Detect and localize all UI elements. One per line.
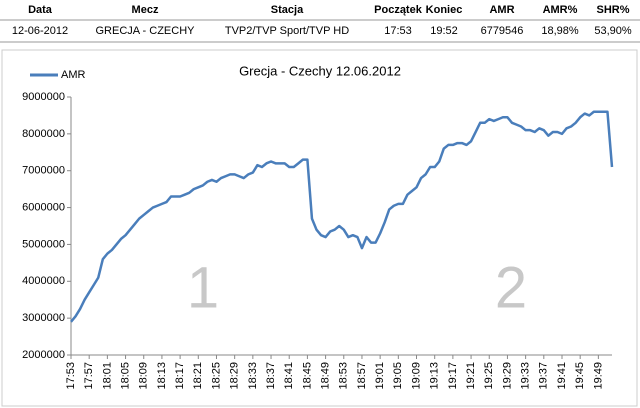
x-tick-label: 19:29	[501, 362, 513, 390]
x-tick-label: 19:49	[592, 362, 604, 390]
x-tick-label: 18:21	[192, 362, 204, 390]
annotation: 1	[187, 255, 219, 320]
x-tick-label: 18:25	[210, 362, 222, 390]
header-cell: AMR%	[543, 4, 578, 16]
x-tick-label: 18:45	[301, 362, 313, 390]
cell: GRECJA - CZECHY	[95, 25, 195, 37]
y-tick-label: 7000000	[22, 165, 65, 177]
cell: 19:52	[430, 25, 458, 37]
annotation: 2	[495, 255, 527, 320]
x-tick-label: 19:41	[556, 362, 568, 390]
x-tick-label: 18:57	[356, 362, 368, 390]
y-tick-label: 3000000	[22, 312, 65, 324]
chart-title: Grecja - Czechy 12.06.2012	[239, 63, 401, 78]
legend-label: AMR	[61, 69, 86, 81]
x-tick-label: 18:49	[319, 362, 331, 390]
x-tick-label: 19:45	[574, 362, 586, 390]
header-cell: Koniec	[426, 4, 463, 16]
x-tick-label: 18:37	[265, 362, 277, 390]
header-cell: Data	[28, 4, 53, 16]
x-tick-label: 18:01	[101, 362, 113, 390]
y-tick-label: 2000000	[22, 349, 65, 361]
header-cell: Początek	[374, 4, 423, 16]
header-cell: Stacja	[271, 4, 304, 16]
header-cell: Mecz	[132, 4, 159, 16]
x-tick-label: 17:53	[65, 362, 77, 390]
cell: 18,98%	[541, 25, 579, 37]
x-tick-label: 19:05	[392, 362, 404, 390]
x-tick-label: 18:53	[338, 362, 350, 390]
x-tick-label: 18:29	[229, 362, 241, 390]
cell: 17:53	[384, 25, 412, 37]
x-tick-label: 19:01	[374, 362, 386, 390]
header-cell: AMR	[489, 4, 514, 16]
x-tick-label: 19:13	[429, 362, 441, 390]
line	[70, 110, 614, 323]
cell: TVP2/TVP Sport/TVP HD	[225, 25, 349, 37]
chart-frame	[1, 49, 638, 407]
table: Data Mecz Stacja Początek Koniec AMR AMR…	[0, 4, 640, 43]
header-cell: SHR%	[596, 4, 629, 16]
x-tick-label: 17:57	[83, 362, 95, 390]
x-tick-label: 18:17	[174, 362, 186, 390]
x-tick-label: 19:09	[410, 362, 422, 390]
cell: 6779546	[481, 25, 524, 37]
y-tick-label: 8000000	[22, 128, 65, 140]
cell: 12-06-2012	[12, 25, 68, 37]
cell: 53,90%	[594, 25, 632, 37]
x-tick-label: 18:33	[247, 362, 259, 390]
x-tick-label: 18:41	[283, 362, 295, 390]
x-tick-label: 19:33	[520, 362, 532, 390]
x-tick-label: 19:17	[447, 362, 459, 390]
y-tick-label: 9000000	[22, 91, 65, 103]
x-tick-label: 19:21	[465, 362, 477, 390]
x-tick-label: 18:05	[119, 362, 131, 390]
y-tick-label: 6000000	[22, 201, 65, 213]
x-tick-label: 18:13	[156, 362, 168, 390]
y-tick-label: 4000000	[22, 275, 65, 287]
x-tick-label: 18:09	[138, 362, 150, 390]
x-tick-label: 19:37	[538, 362, 550, 390]
y-tick-label: 5000000	[22, 238, 65, 250]
x-tick-label: 19:25	[483, 362, 495, 390]
